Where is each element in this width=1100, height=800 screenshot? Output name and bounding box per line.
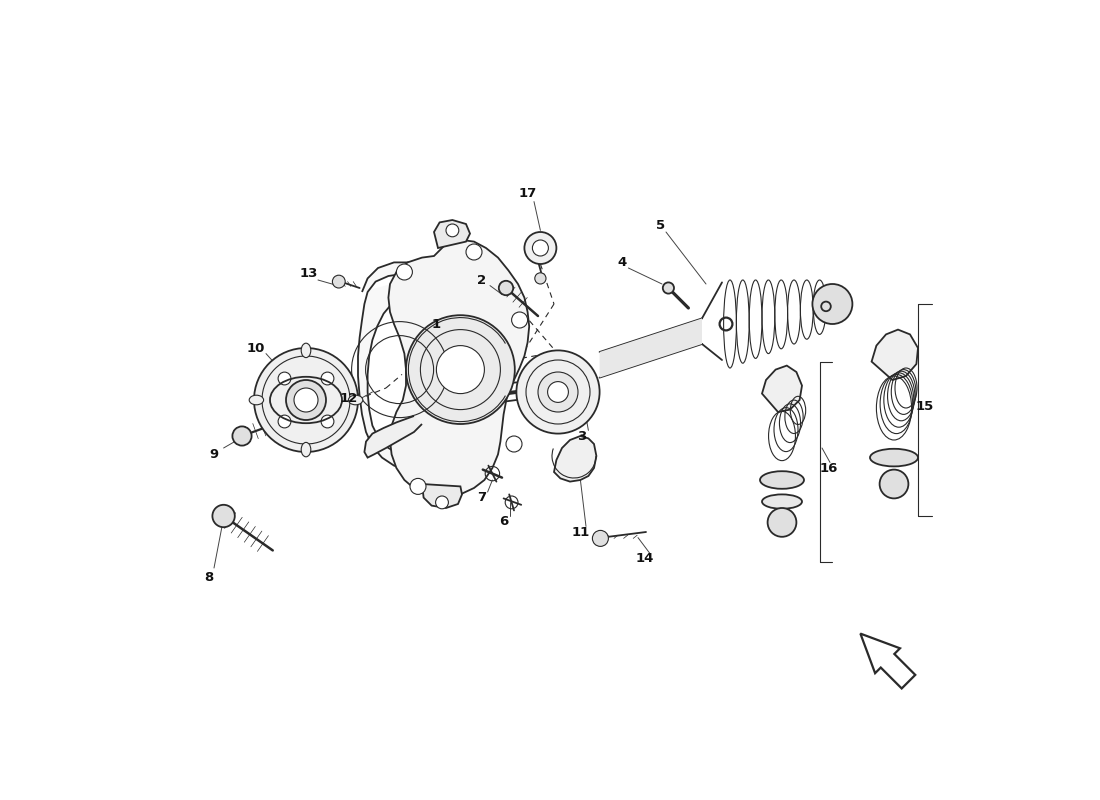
Text: 17: 17 — [518, 187, 537, 200]
Circle shape — [813, 284, 852, 324]
Ellipse shape — [870, 449, 918, 466]
Text: 1: 1 — [432, 318, 441, 330]
Polygon shape — [871, 330, 918, 380]
Polygon shape — [762, 366, 802, 412]
Circle shape — [437, 346, 484, 394]
Circle shape — [532, 240, 549, 256]
Circle shape — [663, 282, 674, 294]
Circle shape — [406, 315, 515, 424]
Text: 9: 9 — [209, 448, 219, 461]
Polygon shape — [422, 484, 462, 508]
Text: 12: 12 — [339, 392, 358, 405]
Ellipse shape — [760, 471, 804, 489]
Circle shape — [880, 470, 909, 498]
Text: 13: 13 — [299, 267, 318, 280]
Text: 15: 15 — [915, 400, 934, 413]
Circle shape — [321, 372, 334, 385]
Text: 16: 16 — [820, 462, 837, 474]
Circle shape — [466, 244, 482, 260]
Circle shape — [212, 505, 234, 527]
Circle shape — [321, 415, 334, 428]
Text: 8: 8 — [204, 571, 213, 584]
Circle shape — [538, 372, 578, 412]
Circle shape — [525, 232, 557, 264]
Ellipse shape — [250, 395, 264, 405]
Circle shape — [535, 273, 546, 284]
Ellipse shape — [301, 442, 311, 457]
Ellipse shape — [349, 395, 363, 405]
Circle shape — [286, 380, 326, 420]
Polygon shape — [358, 262, 440, 470]
Text: 5: 5 — [656, 219, 666, 232]
Text: 11: 11 — [571, 526, 590, 538]
Circle shape — [506, 436, 522, 452]
Circle shape — [278, 415, 290, 428]
Circle shape — [436, 496, 449, 509]
Text: 14: 14 — [635, 552, 653, 565]
Text: 3: 3 — [578, 430, 586, 442]
Circle shape — [332, 275, 345, 288]
Circle shape — [294, 388, 318, 412]
Circle shape — [516, 350, 600, 434]
Polygon shape — [434, 220, 470, 248]
Circle shape — [593, 530, 608, 546]
Polygon shape — [860, 634, 915, 689]
Circle shape — [768, 508, 796, 537]
Text: 7: 7 — [477, 491, 486, 504]
Ellipse shape — [762, 494, 802, 509]
Polygon shape — [600, 318, 702, 378]
Circle shape — [548, 382, 569, 402]
Ellipse shape — [301, 343, 311, 358]
Circle shape — [254, 348, 358, 452]
Circle shape — [498, 281, 514, 295]
Circle shape — [410, 478, 426, 494]
Text: 2: 2 — [477, 274, 486, 286]
Circle shape — [512, 312, 528, 328]
Text: 6: 6 — [499, 515, 508, 528]
Polygon shape — [388, 240, 529, 498]
Circle shape — [446, 224, 459, 237]
Polygon shape — [554, 436, 596, 482]
Text: 4: 4 — [617, 256, 627, 269]
Circle shape — [396, 264, 412, 280]
Circle shape — [232, 426, 252, 446]
Text: 10: 10 — [246, 342, 265, 354]
Polygon shape — [364, 416, 422, 458]
Circle shape — [278, 372, 290, 385]
